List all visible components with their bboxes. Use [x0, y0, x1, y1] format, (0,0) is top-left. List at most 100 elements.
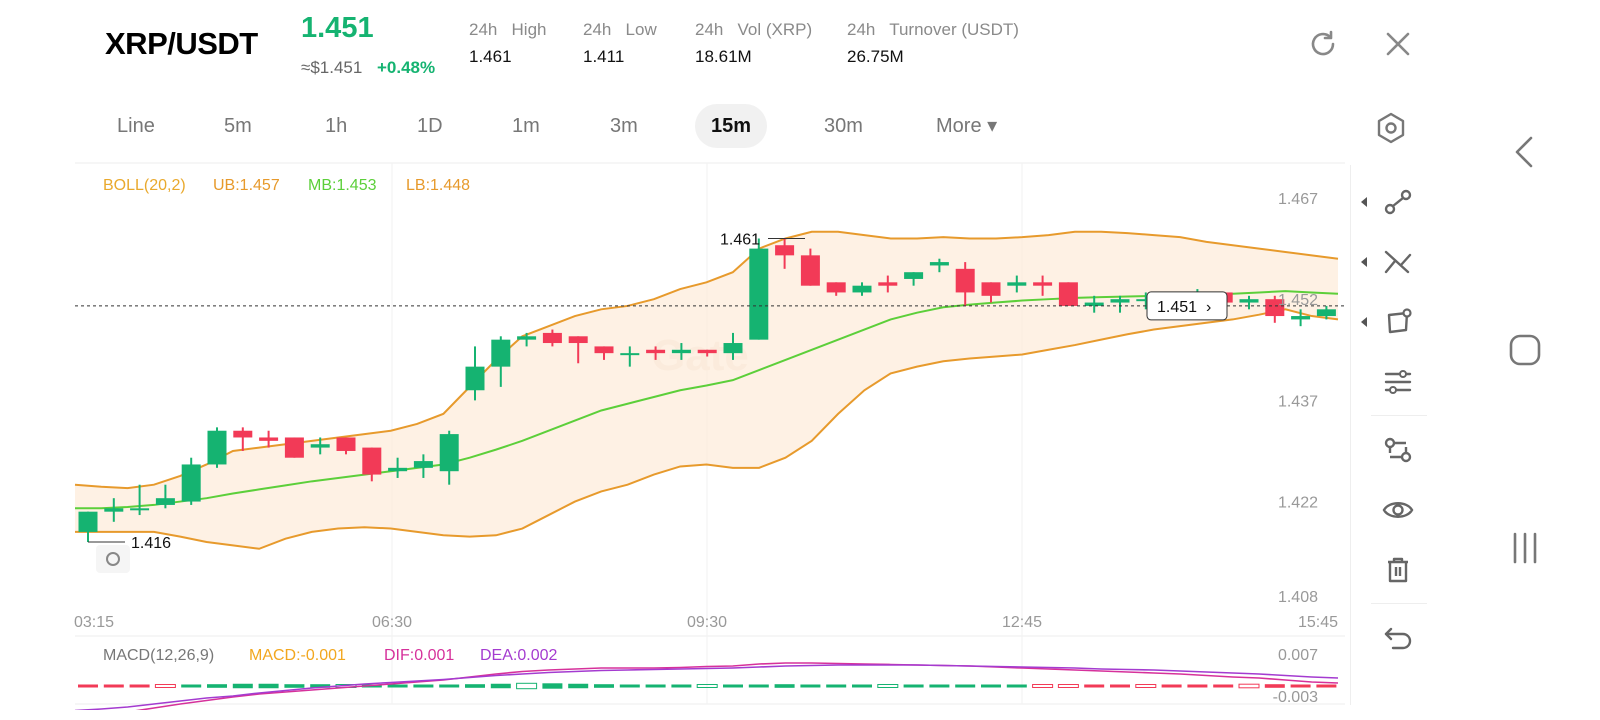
macd-histogram-bar [1187, 684, 1208, 688]
candle [104, 498, 124, 522]
candle [388, 457, 408, 478]
expand-caret-icon[interactable] [1361, 257, 1367, 267]
boll-middle-line [75, 290, 1339, 510]
y-tick-label: 1.422 [1278, 495, 1318, 512]
macd-histogram-bar [723, 684, 743, 688]
dea-line [74, 664, 1339, 710]
tab-3m[interactable]: 3m [610, 115, 638, 137]
tab-1m[interactable]: 1m [512, 115, 540, 137]
macd-histogram-bar [929, 684, 950, 688]
candle [207, 427, 227, 468]
magnet-tool-icon[interactable] [1381, 433, 1415, 467]
tab-more[interactable]: More ▾ [936, 115, 998, 137]
chevron-right-icon: › [1206, 299, 1211, 316]
boll-lb: LB:1.448 [406, 177, 470, 194]
price-chart[interactable]: Gate 1.451 › 1.461 1.416 1.467 1.452 1.4… [0, 0, 1350, 710]
candle [1291, 309, 1311, 327]
macd-histogram-bar [490, 683, 511, 689]
candle [594, 346, 614, 360]
candle [852, 282, 872, 296]
macd-histogram-bar [1161, 684, 1182, 688]
macd-histogram-bar [1084, 684, 1105, 688]
candle [1033, 275, 1053, 296]
tab-1d[interactable]: 1D [417, 115, 443, 137]
candle-body [594, 346, 614, 354]
candle [1316, 305, 1336, 320]
eye-icon[interactable] [1381, 493, 1415, 527]
macd-histogram-bar [310, 684, 331, 688]
macd-histogram-bar [594, 684, 614, 688]
candle-body [1316, 309, 1336, 317]
macd-histogram-bar [1135, 684, 1157, 688]
stat-label: 24h Low [583, 20, 657, 39]
macd-histogram-bar [774, 684, 795, 688]
candle [775, 238, 795, 269]
macd-histogram-bar [1213, 684, 1234, 688]
candle [929, 258, 949, 273]
candle-body [130, 508, 150, 511]
macd-histogram-bar [696, 684, 718, 688]
stat-label: 24h High [469, 20, 547, 39]
macd-histogram-bar [981, 684, 1001, 688]
candle-body [1265, 299, 1285, 317]
stat-label: 24h Turnover (USDT) [847, 20, 1019, 39]
dif-value: DIF:0.001 [384, 647, 454, 664]
candle-body [181, 464, 201, 502]
candle-body [1007, 282, 1027, 286]
candle [259, 430, 279, 448]
candle-body [413, 461, 433, 468]
macd-histogram-bar [1032, 684, 1054, 688]
macd-histogram-bar [181, 684, 202, 688]
tab-15m[interactable]: 15m [695, 104, 768, 148]
macd-histogram-bar [1290, 684, 1311, 688]
candle [671, 343, 691, 360]
candle-body [78, 511, 98, 532]
drawing-toolbar [1350, 165, 1440, 705]
undo-icon[interactable] [1381, 621, 1415, 655]
macd-histogram-bar [516, 682, 538, 690]
macd-histogram-bar [903, 684, 924, 688]
candle-body [749, 248, 769, 340]
macd-histogram-bar [852, 684, 872, 688]
home-nav-icon[interactable] [1505, 330, 1545, 370]
expand-caret-icon[interactable] [1361, 197, 1367, 207]
tab-30m[interactable]: 30m [824, 115, 863, 137]
x-tick-label: 06:30 [372, 614, 412, 631]
expand-caret-icon[interactable] [1361, 317, 1367, 327]
macd-legend: MACD(12,26,9) MACD:-0.001 DIF:0.001 DEA:… [103, 647, 557, 664]
tab-1h[interactable]: 1h [325, 115, 348, 137]
stat-value: 18.61M [695, 47, 752, 66]
drawing-toggle-icon[interactable] [96, 545, 130, 573]
stat-low: 24h Low 1.411 [583, 20, 657, 67]
candle [336, 437, 356, 455]
fib-tool-icon[interactable] [1381, 365, 1415, 399]
tab-5m[interactable]: 5m [224, 115, 252, 137]
candle [800, 248, 820, 286]
boll-lower-line [75, 308, 1339, 550]
close-icon[interactable] [1382, 28, 1414, 60]
candle [465, 346, 485, 401]
recents-nav-icon[interactable] [1505, 528, 1545, 568]
shape-tool-icon[interactable] [1381, 305, 1415, 339]
refresh-icon[interactable] [1307, 28, 1339, 60]
trendline-tool-icon[interactable] [1381, 185, 1415, 219]
back-nav-icon[interactable] [1505, 132, 1545, 172]
candle-body [775, 245, 795, 256]
candle-body [929, 262, 949, 266]
ray-tool-icon[interactable] [1381, 245, 1415, 279]
interval-tabs: Line 5m 1h 1D 1m 3m 15m 30m More ▾ [75, 100, 1475, 152]
candle-body [646, 349, 666, 354]
candle-body [284, 437, 304, 458]
tab-line[interactable]: Line [117, 115, 155, 137]
x-tick-label: 09:30 [687, 614, 727, 631]
macd-histogram-bar [465, 684, 485, 688]
candle-body [517, 336, 537, 340]
candle [1136, 292, 1156, 310]
candle [904, 272, 924, 286]
trash-icon[interactable] [1381, 553, 1415, 587]
y-tick-label: 1.467 [1278, 191, 1318, 208]
macd-histogram-bar [103, 684, 124, 688]
boll-name: BOLL(20,2) [103, 177, 186, 194]
current-price-tag[interactable]: 1.451 › [1146, 291, 1228, 321]
chart-settings-icon[interactable] [1373, 110, 1409, 146]
